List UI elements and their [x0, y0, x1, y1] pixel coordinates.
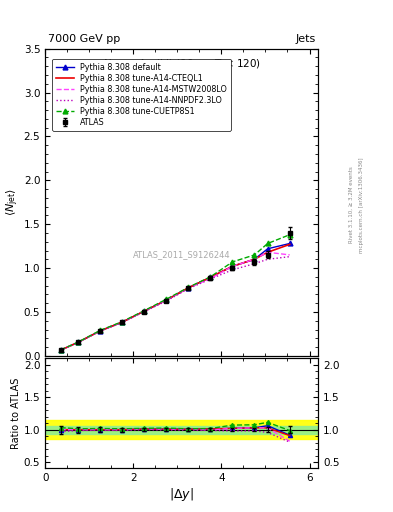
Pythia 8.308 default — [208, 274, 213, 281]
Pythia 8.308 default — [265, 246, 270, 252]
Pythia 8.308 default — [58, 347, 63, 353]
Pythia 8.308 tune-CUETP8S1 — [186, 284, 191, 290]
Pythia 8.308 tune-A14-MSTW2008LO — [265, 249, 270, 255]
Pythia 8.308 tune-A14-CTEQL1 — [252, 256, 257, 262]
Pythia 8.308 tune-A14-CTEQL1 — [142, 308, 147, 314]
Pythia 8.308 tune-A14-MSTW2008LO — [252, 256, 257, 262]
Text: Jets: Jets — [296, 34, 316, 44]
Pythia 8.308 tune-A14-MSTW2008LO — [164, 297, 169, 303]
Text: ATLAS_2011_S9126244: ATLAS_2011_S9126244 — [133, 250, 231, 259]
Pythia 8.308 tune-A14-CTEQL1 — [76, 339, 81, 345]
Line: Pythia 8.308 default: Pythia 8.308 default — [58, 241, 292, 353]
Pythia 8.308 tune-A14-NNPDF2.3LO — [230, 267, 235, 273]
Pythia 8.308 tune-A14-MSTW2008LO — [208, 275, 213, 282]
Pythia 8.308 tune-A14-CTEQL1 — [265, 249, 270, 255]
Pythia 8.308 tune-CUETP8S1 — [252, 252, 257, 258]
Pythia 8.308 default — [98, 328, 103, 334]
Pythia 8.308 tune-CUETP8S1 — [76, 339, 81, 345]
Pythia 8.308 default — [287, 241, 292, 247]
Line: Pythia 8.308 tune-A14-MSTW2008LO: Pythia 8.308 tune-A14-MSTW2008LO — [61, 252, 290, 350]
Text: 7000 GeV pp: 7000 GeV pp — [48, 34, 120, 44]
Pythia 8.308 tune-A14-NNPDF2.3LO — [287, 253, 292, 260]
Line: Pythia 8.308 tune-A14-CTEQL1: Pythia 8.308 tune-A14-CTEQL1 — [61, 244, 290, 350]
Pythia 8.308 tune-A14-MSTW2008LO — [120, 319, 125, 325]
Pythia 8.308 tune-A14-MSTW2008LO — [142, 308, 147, 314]
Pythia 8.308 tune-CUETP8S1 — [142, 308, 147, 314]
Pythia 8.308 tune-A14-CTEQL1 — [58, 347, 63, 353]
Pythia 8.308 tune-CUETP8S1 — [98, 327, 103, 333]
Pythia 8.308 default — [164, 297, 169, 303]
Pythia 8.308 tune-A14-MSTW2008LO — [98, 328, 103, 334]
Pythia 8.308 tune-A14-CTEQL1 — [164, 297, 169, 303]
Pythia 8.308 tune-A14-NNPDF2.3LO — [208, 276, 213, 282]
Pythia 8.308 tune-A14-MSTW2008LO — [287, 252, 292, 258]
Pythia 8.308 tune-A14-NNPDF2.3LO — [58, 347, 63, 353]
Pythia 8.308 tune-CUETP8S1 — [265, 241, 270, 247]
Pythia 8.308 tune-A14-MSTW2008LO — [58, 347, 63, 353]
Y-axis label: Ratio to ATLAS: Ratio to ATLAS — [11, 378, 21, 449]
Pythia 8.308 tune-A14-NNPDF2.3LO — [265, 256, 270, 262]
Pythia 8.308 default — [142, 308, 147, 314]
Pythia 8.308 tune-A14-CTEQL1 — [98, 328, 103, 334]
Pythia 8.308 tune-CUETP8S1 — [164, 296, 169, 302]
Pythia 8.308 tune-A14-NNPDF2.3LO — [164, 298, 169, 304]
X-axis label: $|\Delta y|$: $|\Delta y|$ — [169, 486, 194, 503]
Pythia 8.308 default — [76, 339, 81, 345]
Pythia 8.308 tune-CUETP8S1 — [120, 318, 125, 325]
Text: mcplots.cern.ch [arXiv:1306.3436]: mcplots.cern.ch [arXiv:1306.3436] — [359, 157, 364, 252]
Pythia 8.308 tune-A14-NNPDF2.3LO — [186, 286, 191, 292]
Pythia 8.308 tune-A14-MSTW2008LO — [76, 339, 81, 345]
Line: Pythia 8.308 tune-CUETP8S1: Pythia 8.308 tune-CUETP8S1 — [58, 232, 292, 352]
Pythia 8.308 tune-CUETP8S1 — [208, 274, 213, 280]
Pythia 8.308 tune-A14-NNPDF2.3LO — [142, 308, 147, 314]
Y-axis label: $\langle N_{\rm jet}\rangle$: $\langle N_{\rm jet}\rangle$ — [5, 188, 21, 217]
Pythia 8.308 tune-CUETP8S1 — [287, 231, 292, 238]
Pythia 8.308 tune-A14-NNPDF2.3LO — [252, 261, 257, 267]
Pythia 8.308 tune-CUETP8S1 — [58, 347, 63, 353]
Pythia 8.308 tune-A14-CTEQL1 — [120, 319, 125, 325]
Pythia 8.308 tune-CUETP8S1 — [230, 259, 235, 265]
Pythia 8.308 default — [252, 256, 257, 262]
Pythia 8.308 default — [230, 263, 235, 269]
Pythia 8.308 tune-A14-CTEQL1 — [186, 285, 191, 291]
Pythia 8.308 tune-A14-MSTW2008LO — [186, 285, 191, 291]
Line: Pythia 8.308 tune-A14-NNPDF2.3LO: Pythia 8.308 tune-A14-NNPDF2.3LO — [61, 257, 290, 350]
Pythia 8.308 tune-A14-NNPDF2.3LO — [76, 339, 81, 346]
Pythia 8.308 tune-A14-NNPDF2.3LO — [98, 328, 103, 334]
Pythia 8.308 tune-A14-CTEQL1 — [287, 241, 292, 247]
Pythia 8.308 tune-A14-CTEQL1 — [230, 263, 235, 269]
Pythia 8.308 tune-A14-MSTW2008LO — [230, 263, 235, 269]
Pythia 8.308 default — [120, 319, 125, 325]
Text: Rivet 3.1.10, ≥ 3.2M events: Rivet 3.1.10, ≥ 3.2M events — [349, 166, 354, 243]
Pythia 8.308 default — [186, 285, 191, 291]
Legend: Pythia 8.308 default, Pythia 8.308 tune-A14-CTEQL1, Pythia 8.308 tune-A14-MSTW20: Pythia 8.308 default, Pythia 8.308 tune-… — [52, 59, 231, 131]
Pythia 8.308 tune-A14-CTEQL1 — [208, 274, 213, 281]
Text: N$_{\rm jet}$ vs $\Delta$y (LJ) (90 < pT < 120): N$_{\rm jet}$ vs $\Delta$y (LJ) (90 < pT… — [103, 58, 261, 72]
Pythia 8.308 tune-A14-NNPDF2.3LO — [120, 319, 125, 326]
